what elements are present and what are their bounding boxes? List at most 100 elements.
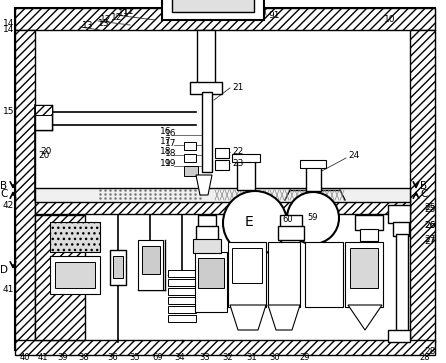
Bar xyxy=(198,258,224,288)
Text: 28: 28 xyxy=(424,347,435,356)
Bar xyxy=(345,242,383,307)
Bar xyxy=(197,30,215,85)
Bar xyxy=(237,160,255,190)
Bar xyxy=(138,240,163,290)
Text: 40: 40 xyxy=(20,352,30,362)
Bar xyxy=(168,306,196,313)
Text: 16: 16 xyxy=(165,129,177,138)
Text: B: B xyxy=(421,181,428,191)
Bar xyxy=(168,270,196,277)
Text: 14: 14 xyxy=(3,19,14,28)
Text: B: B xyxy=(0,181,8,191)
Text: 34: 34 xyxy=(175,352,185,362)
Text: 20: 20 xyxy=(38,151,50,159)
Text: E: E xyxy=(244,215,253,229)
Text: 16: 16 xyxy=(160,127,172,136)
Text: 17: 17 xyxy=(165,139,177,147)
Text: D: D xyxy=(0,265,8,275)
Bar xyxy=(184,166,198,176)
Bar xyxy=(168,297,196,304)
Text: C: C xyxy=(420,189,428,199)
Text: 19: 19 xyxy=(160,159,172,167)
Text: 31: 31 xyxy=(247,352,257,362)
Bar xyxy=(168,279,196,286)
Bar xyxy=(228,242,266,307)
Text: 18: 18 xyxy=(160,147,172,156)
Text: 33: 33 xyxy=(200,352,211,362)
Text: 60: 60 xyxy=(282,216,293,224)
Text: 12: 12 xyxy=(111,13,122,23)
Bar xyxy=(306,165,321,191)
Text: 27: 27 xyxy=(424,237,435,246)
Bar xyxy=(15,30,35,342)
Bar xyxy=(35,105,52,130)
Bar xyxy=(410,30,435,342)
Text: 25: 25 xyxy=(424,204,435,212)
Text: 39: 39 xyxy=(58,352,68,362)
Polygon shape xyxy=(348,305,382,330)
Bar xyxy=(35,105,52,115)
Text: 29: 29 xyxy=(300,352,310,362)
Text: 28: 28 xyxy=(420,352,430,362)
Bar xyxy=(113,256,123,278)
Bar xyxy=(355,215,383,230)
Polygon shape xyxy=(268,305,300,330)
Bar xyxy=(232,248,262,283)
Circle shape xyxy=(223,191,287,255)
Bar xyxy=(196,226,218,240)
Text: 11: 11 xyxy=(118,9,129,19)
Text: 24: 24 xyxy=(348,151,359,159)
Bar xyxy=(278,226,304,240)
Bar xyxy=(15,8,435,30)
Text: 27: 27 xyxy=(424,236,435,245)
Bar xyxy=(305,242,343,307)
Text: 13: 13 xyxy=(82,21,94,30)
Bar xyxy=(55,262,95,288)
Text: 59: 59 xyxy=(307,213,318,223)
Text: 69: 69 xyxy=(153,352,163,362)
Text: 21: 21 xyxy=(232,83,244,93)
Text: 20: 20 xyxy=(40,147,51,156)
Bar xyxy=(300,160,326,168)
Bar xyxy=(360,229,378,241)
Text: 35: 35 xyxy=(130,352,140,362)
Bar xyxy=(50,222,100,252)
Bar xyxy=(168,288,196,295)
Text: 32: 32 xyxy=(223,352,233,362)
Text: 38: 38 xyxy=(78,352,89,362)
Bar xyxy=(184,142,196,150)
Bar xyxy=(35,215,85,340)
Circle shape xyxy=(287,192,339,244)
Text: 17: 17 xyxy=(160,138,172,147)
Text: 26: 26 xyxy=(424,221,435,231)
Text: 41: 41 xyxy=(38,352,48,362)
Text: 10: 10 xyxy=(384,16,396,24)
Bar xyxy=(162,0,264,20)
Text: 23: 23 xyxy=(232,159,244,167)
Bar xyxy=(168,315,196,322)
Polygon shape xyxy=(230,305,266,330)
Text: 12: 12 xyxy=(100,16,112,24)
Text: 18: 18 xyxy=(165,148,177,158)
Polygon shape xyxy=(196,175,212,195)
Text: 41: 41 xyxy=(3,286,14,294)
Text: 26: 26 xyxy=(424,221,435,231)
Bar xyxy=(388,330,410,342)
Bar xyxy=(35,200,410,214)
Bar xyxy=(195,252,227,312)
Bar xyxy=(190,82,222,94)
Bar xyxy=(280,215,302,227)
Bar xyxy=(110,250,126,285)
Bar xyxy=(35,188,410,202)
Text: 22: 22 xyxy=(232,147,243,156)
Bar xyxy=(393,222,409,236)
Bar xyxy=(198,215,216,227)
Bar xyxy=(193,239,221,253)
Text: 25: 25 xyxy=(424,205,435,215)
Text: 30: 30 xyxy=(270,352,281,362)
Bar xyxy=(142,246,160,274)
Bar xyxy=(388,205,410,223)
Text: 42: 42 xyxy=(3,200,14,209)
Bar xyxy=(215,160,229,170)
Bar xyxy=(396,234,408,334)
